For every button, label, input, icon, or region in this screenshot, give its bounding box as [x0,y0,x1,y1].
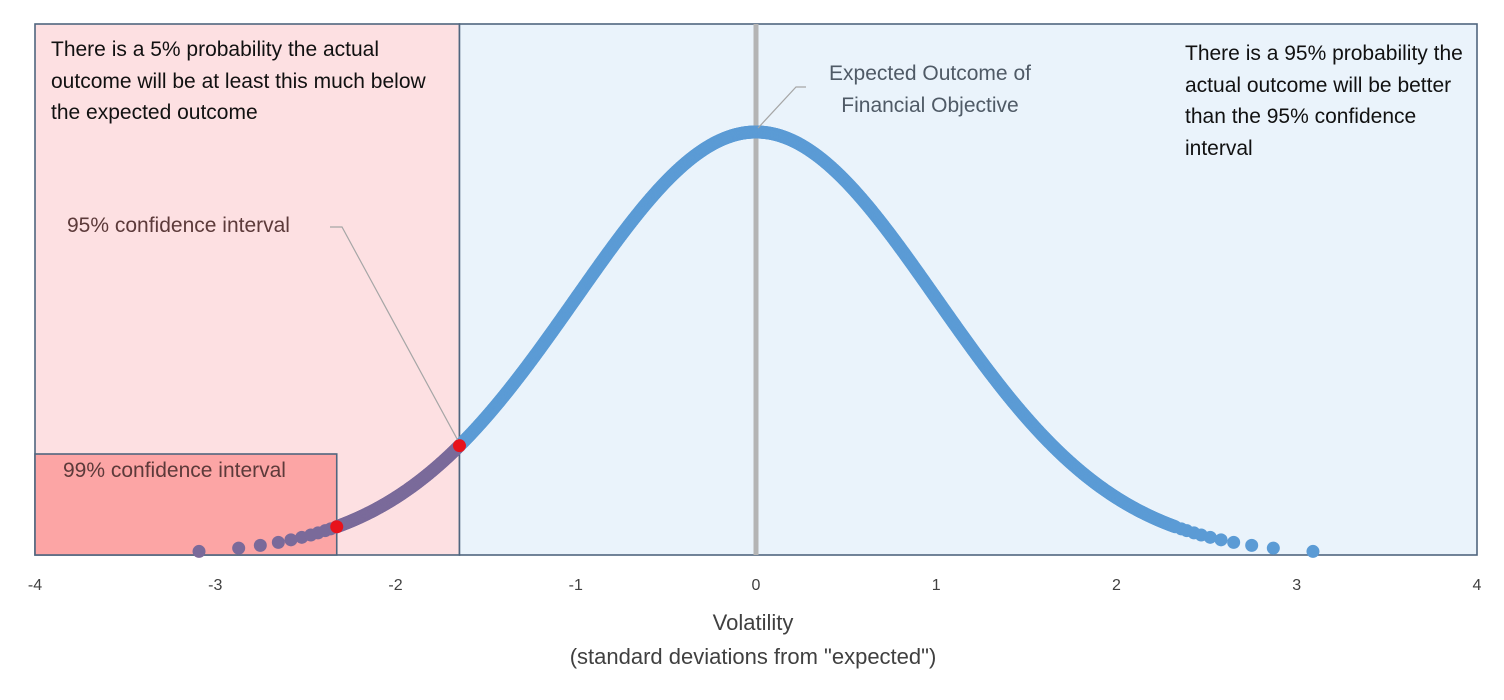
x-tick-label: 1 [932,577,941,594]
data-point [1245,538,1259,552]
data-point [284,533,298,547]
data-point [253,538,267,552]
expected-outcome-label: Expected Outcome of Financial Objective [829,62,1031,117]
data-point [1203,530,1217,544]
x-tick-label: -2 [388,577,402,594]
x-axis-ticks: -4 -3 -2 -1 0 1 2 3 4 [28,577,1482,594]
data-point [192,544,206,558]
data-point [232,541,246,555]
x-tick-label: -4 [28,577,42,594]
distribution-curve [192,125,1320,558]
shaded-regions [34,23,1478,556]
x-tick-label: 3 [1292,577,1301,594]
ci95-leader-line [330,226,459,440]
left-tail-annotation: There is a 5% probability the actual out… [51,38,426,124]
highlight-point-ci95 [452,439,466,453]
x-tick-label: 2 [1112,577,1121,594]
x-tick-label: -3 [208,577,222,594]
data-point [1306,544,1320,558]
x-axis-title: Volatility [713,610,794,635]
data-point [1214,533,1228,547]
region-right-95 [458,23,1478,556]
ci95-label: 95% confidence interval [67,214,290,237]
x-tick-label: -1 [569,577,583,594]
expected-leader-line [757,86,806,129]
data-point [1266,541,1280,555]
x-tick-label: 0 [752,577,761,594]
data-point [1227,535,1241,549]
highlight-point-ci99 [330,520,344,534]
x-axis-subtitle: (standard deviations from "expected") [570,644,937,669]
right-region-annotation: There is a 95% probability the actual ou… [1185,42,1463,160]
x-tick-label: 4 [1473,577,1482,594]
ci99-label: 99% confidence interval [63,459,286,482]
leader-lines [330,86,806,440]
data-point [271,535,285,549]
